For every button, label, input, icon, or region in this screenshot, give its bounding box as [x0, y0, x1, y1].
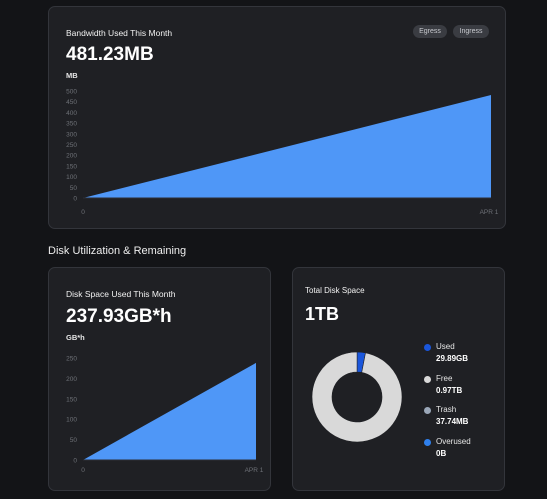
trash-dot-icon	[424, 407, 431, 414]
y-tick-label: 350	[66, 121, 77, 128]
y-tick-label: 50	[70, 437, 78, 444]
area-series	[83, 95, 491, 198]
legend-label-trash: Trash	[436, 405, 457, 414]
y-tick-label: 100	[66, 174, 77, 181]
disk-donut-chart	[311, 351, 403, 443]
legend-value-trash: 37.74MB	[436, 417, 469, 426]
y-tick-label: 150	[66, 396, 77, 403]
bandwidth-card: Bandwidth Used This Month 481.23MB MB Eg…	[48, 6, 506, 229]
legend-value-used: 29.89GB	[436, 354, 469, 363]
used-dot-icon	[424, 344, 431, 351]
y-tick-label: 250	[66, 356, 77, 363]
overused-dot-icon	[424, 439, 431, 446]
total-disk-value: 1TB	[305, 304, 340, 324]
y-tick-label: 150	[66, 163, 77, 170]
donut-slice-free	[311, 351, 403, 443]
section-heading: Disk Utilization & Remaining	[48, 245, 187, 257]
y-tick-label: 100	[66, 417, 77, 424]
bandwidth-unit-label: MB	[66, 71, 78, 80]
legend-label-used: Used	[436, 342, 455, 351]
y-tick-label: 300	[66, 131, 77, 138]
y-tick-label: 200	[66, 153, 77, 160]
legend-value-overused: 0B	[436, 449, 447, 458]
disk-space-card: Disk Space Used This Month 237.93GB*h GB…	[48, 267, 271, 491]
bandwidth-title: Bandwidth Used This Month	[66, 28, 173, 38]
x-tick-label: 0	[81, 209, 85, 216]
y-tick-label: 0	[73, 458, 77, 465]
x-tick-label: APR 1	[480, 209, 499, 216]
legend-value-free: 0.97TB	[436, 386, 463, 395]
x-tick-label: 0	[81, 467, 85, 474]
x-tick-label: APR 1	[245, 467, 264, 474]
y-tick-label: 500	[66, 89, 77, 96]
free-dot-icon	[424, 376, 431, 383]
y-tick-label: 0	[73, 196, 77, 203]
disk-space-chart: 0 50 100 150 200 250 0 APR 1	[66, 356, 264, 475]
y-tick-label: 450	[66, 99, 77, 106]
egress-toggle[interactable]: Egress	[413, 25, 447, 38]
y-tick-label: 400	[66, 110, 77, 117]
y-tick-label: 250	[66, 142, 77, 149]
disk-space-title: Disk Space Used This Month	[66, 289, 176, 299]
disk-space-unit-label: GB*h	[66, 333, 85, 342]
bandwidth-chart: 0 50 100 150 200 250 300 350 400 450 500 0 APR 1	[66, 89, 499, 217]
area-series	[83, 362, 256, 460]
y-tick-label: 200	[66, 376, 77, 383]
ingress-toggle[interactable]: Ingress	[453, 25, 489, 38]
legend-label-free: Free	[436, 374, 453, 383]
bandwidth-value: 481.23MB	[66, 44, 154, 65]
y-tick-label: 50	[70, 185, 78, 192]
total-disk-title: Total Disk Space	[305, 286, 365, 295]
disk-space-value: 237.93GB*h	[66, 306, 172, 327]
legend-label-overused: Overused	[436, 437, 471, 446]
